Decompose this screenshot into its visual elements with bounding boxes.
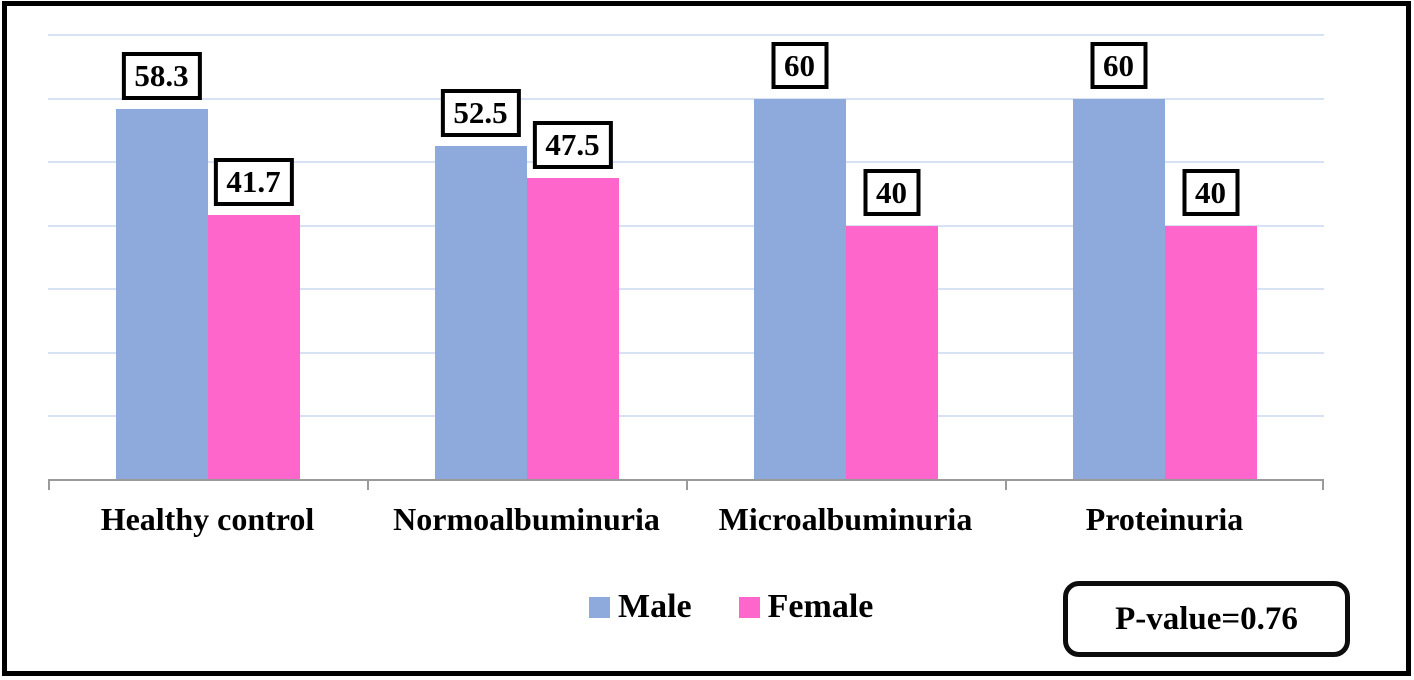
x-axis-tick (48, 479, 50, 490)
gridline (48, 224, 1324, 227)
data-label-female-microalbuminuria: 40 (863, 168, 920, 217)
data-label-female-proteinuria: 40 (1182, 168, 1239, 217)
legend-label-male: Male (618, 588, 692, 625)
legend-swatch-male (589, 596, 610, 618)
data-label-male-microalbuminuria: 60 (771, 41, 828, 90)
bar-female-normoalbuminuria (526, 178, 619, 480)
gridline (48, 288, 1324, 291)
bar-male-normoalbuminuria (434, 146, 527, 480)
p-value-box: P-value=0.76 (1063, 581, 1350, 657)
bar-male-healthy-control (115, 109, 208, 480)
gridline (48, 34, 1324, 36)
legend: Male Female (589, 590, 873, 624)
category-label-proteinuria: Proteinuria (1085, 501, 1244, 537)
x-axis-tick (367, 479, 369, 490)
data-label-male-proteinuria: 60 (1090, 41, 1147, 90)
legend-item-female: Female (738, 588, 874, 625)
gridline (48, 97, 1324, 100)
category-label-normoalbuminuria: Normoalbuminuria (393, 501, 660, 537)
x-axis-tick (1322, 479, 1324, 490)
bar-male-microalbuminuria (753, 98, 846, 480)
p-value-text: P-value=0.76 (1115, 600, 1298, 637)
data-label-male-normoalbuminuria: 52.5 (440, 89, 521, 137)
gridline (48, 161, 1324, 164)
category-label-microalbuminuria: Microalbuminuria (718, 501, 973, 537)
bar-male-proteinuria (1072, 98, 1165, 480)
data-label-female-normoalbuminuria: 47.5 (532, 121, 613, 169)
x-axis-tick (686, 479, 688, 490)
legend-item-male: Male (589, 590, 692, 624)
legend-label-female: Female (767, 588, 874, 625)
legend-swatch-female (738, 596, 760, 618)
bar-female-healthy-control (207, 214, 300, 480)
bar-female-microalbuminuria (845, 225, 938, 480)
gridline (48, 351, 1324, 354)
data-label-male-healthy-control: 58.3 (121, 52, 202, 101)
bar-female-proteinuria (1164, 225, 1257, 480)
data-label-female-healthy-control: 41.7 (213, 157, 294, 206)
category-label-healthy-control: Healthy control (100, 501, 315, 537)
x-axis-tick (1005, 479, 1007, 490)
gridline (48, 415, 1324, 418)
